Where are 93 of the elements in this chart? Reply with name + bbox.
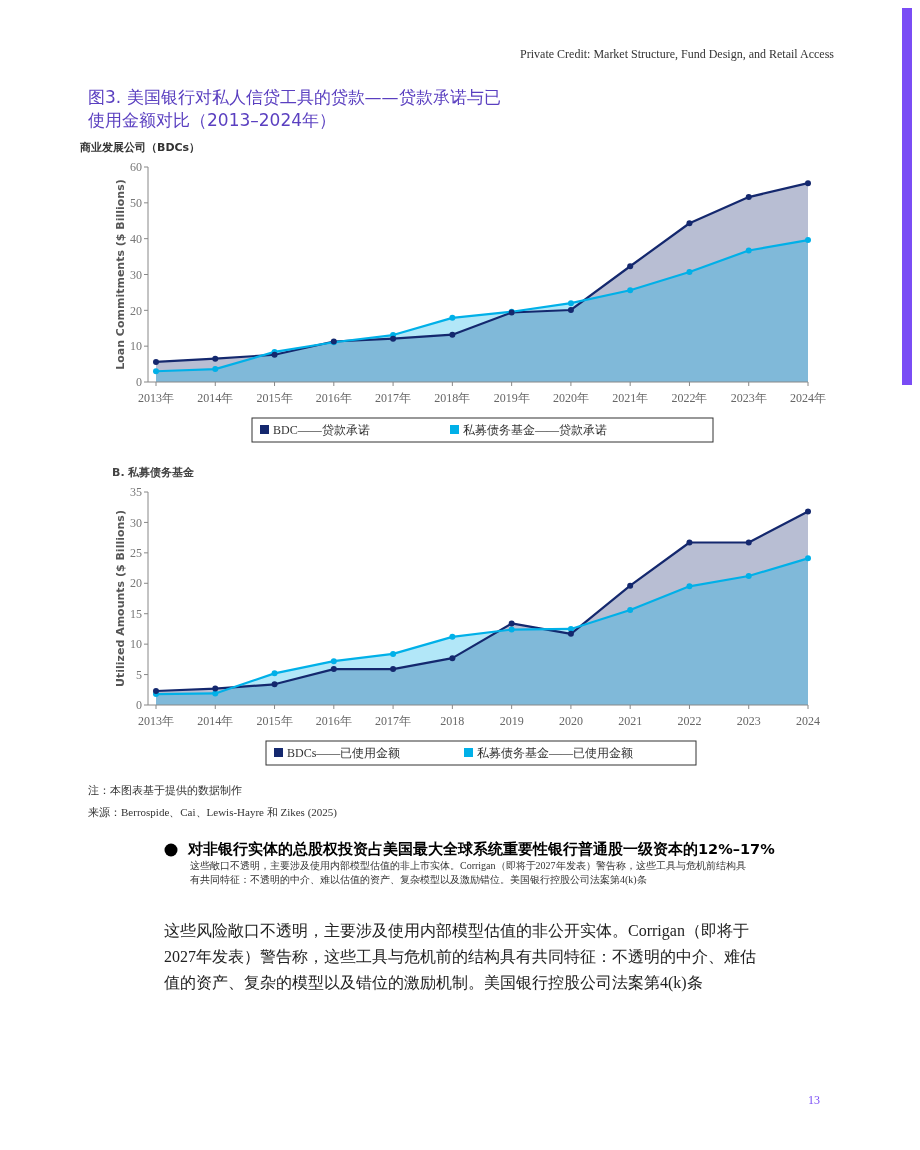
point [567, 306, 574, 313]
point [212, 355, 219, 362]
point [153, 368, 159, 375]
y-tick-label: 10 [130, 637, 142, 652]
x-tick-label: 2019 [499, 714, 524, 728]
chart-title: 图3. 美国银行对私人信贷工具的贷款——贷款承诺与已使用金额对比（2013–2024年） [88, 87, 501, 130]
point [508, 626, 515, 633]
text: 这些敞口不透明，主要涉及使用内部模型估值的非上市实体。Corrigan（即将于2027年发表）警告称，这些工具与危机前结构具有共同特征：不透明的中介、难以估值的资产、复杂模型以及激励错位。美国银行控股公司法案第4(k)条 [190, 859, 747, 887]
point [212, 685, 219, 692]
legend-label: 私募债务基金——已使用金额 [477, 746, 633, 760]
x-tick-label: 2023年 [730, 391, 767, 405]
point [686, 220, 693, 227]
legend-label: 私募债务基金——贷款承诺 [463, 423, 607, 437]
point [449, 633, 456, 640]
y-tick-label: 60 [130, 160, 142, 175]
point [390, 666, 397, 673]
x-tick-label: 2017年 [375, 391, 412, 405]
x-tick-label: 2019年 [493, 391, 530, 405]
text: 13 [808, 1093, 820, 1108]
point [805, 237, 811, 244]
y-tick-label: 25 [130, 546, 142, 561]
point [627, 287, 634, 294]
x-tick-label: 2018 [440, 714, 465, 728]
x-tick-label: 2017年 [375, 714, 412, 728]
point [805, 555, 811, 562]
y-tick-label: 15 [130, 606, 142, 621]
x-tick-label: 2021年 [612, 391, 649, 405]
chart-title: B. 私募债务基金 [112, 466, 196, 479]
point [686, 268, 693, 275]
x-tick-label: 2013年 [138, 714, 174, 728]
y-tick-label: 5 [136, 667, 142, 682]
text: 注：本图表基于提供的数据制作 [88, 784, 242, 796]
x-tick-label: 2024年 [790, 391, 826, 405]
x-tick-label: 2014年 [197, 714, 234, 728]
point [805, 180, 811, 187]
x-tick-label: 2024 [796, 714, 820, 728]
y-tick-label: 35 [130, 485, 142, 500]
point [212, 366, 219, 373]
x-tick-label: 2014年 [197, 391, 234, 405]
source-note: 来源：Berrospide、Cai、Lewis-Hayre 和 Zikes (2025) [88, 806, 338, 819]
y-tick-label: 0 [136, 698, 142, 713]
x-tick-label: 2018年 [434, 391, 471, 405]
chart-subtitle: 商业发展公司（BDCs） [79, 141, 201, 154]
point [390, 650, 397, 657]
legend-label: BDC——贷款承诺 [273, 423, 370, 437]
y-tick-label: 20 [130, 576, 142, 591]
point [686, 583, 693, 590]
point [449, 331, 456, 338]
x-tick-label: 2021 [618, 714, 643, 728]
point [271, 670, 278, 677]
y-tick-label: 40 [130, 231, 142, 246]
y-axis-title: Loan Commitments ($ Billions) [114, 179, 127, 370]
x-tick-label: 2015年 [256, 391, 293, 405]
y-tick-label: 20 [130, 303, 142, 318]
point [686, 539, 693, 546]
point [449, 655, 456, 662]
text: 这些风险敞口不透明，主要涉及使用内部模型估值的非公开实体。Corrigan（即将于2027年发表）警告称，这些工具与危机前的结构具有共同特征：不透明的中介、难估值的资产、复杂的模型以及错位的激励机制。美国银行控股公司法案第4(k)条 [164, 921, 757, 994]
y-axis-title: Utilized Amounts ($ Billions) [114, 510, 127, 687]
y-tick-label: 10 [130, 339, 142, 354]
x-tick-label: 2023 [736, 714, 761, 728]
x-tick-label: 2016年 [315, 391, 352, 405]
point [271, 681, 278, 688]
y-tick-label: 30 [130, 515, 142, 530]
point [153, 688, 159, 694]
x-tick-label: 2016年 [315, 714, 352, 728]
point [449, 314, 456, 321]
legend-label: BDCs——已使用金额 [287, 746, 401, 760]
point [745, 539, 752, 546]
point [330, 658, 337, 665]
point [330, 666, 337, 673]
point [508, 620, 515, 627]
x-tick-label: 2022 [677, 714, 702, 728]
point [627, 607, 634, 614]
point [567, 300, 574, 307]
x-tick-label: 2013年 [138, 391, 174, 405]
point [567, 630, 574, 637]
point [627, 263, 634, 270]
x-tick-label: 2020 [558, 714, 583, 728]
point [745, 572, 752, 579]
text: Private Credit: Market Structure, Fund Design, and Retail Access [520, 47, 835, 61]
point [745, 194, 752, 201]
point [745, 247, 752, 254]
x-tick-label: 2015年 [256, 714, 293, 728]
point [627, 582, 634, 589]
x-tick-label: 2020年 [552, 391, 589, 405]
text: 对非银行实体的总股权投资占美国最大全球系统重要性银行普通股一级资本的12%–17% [188, 840, 775, 859]
y-tick-label: 30 [130, 267, 142, 282]
y-tick-label: 50 [130, 196, 142, 211]
y-tick-label: 0 [136, 375, 142, 390]
point [153, 358, 159, 365]
x-tick-label: 2022年 [671, 391, 708, 405]
point [805, 508, 811, 515]
point [567, 625, 574, 632]
